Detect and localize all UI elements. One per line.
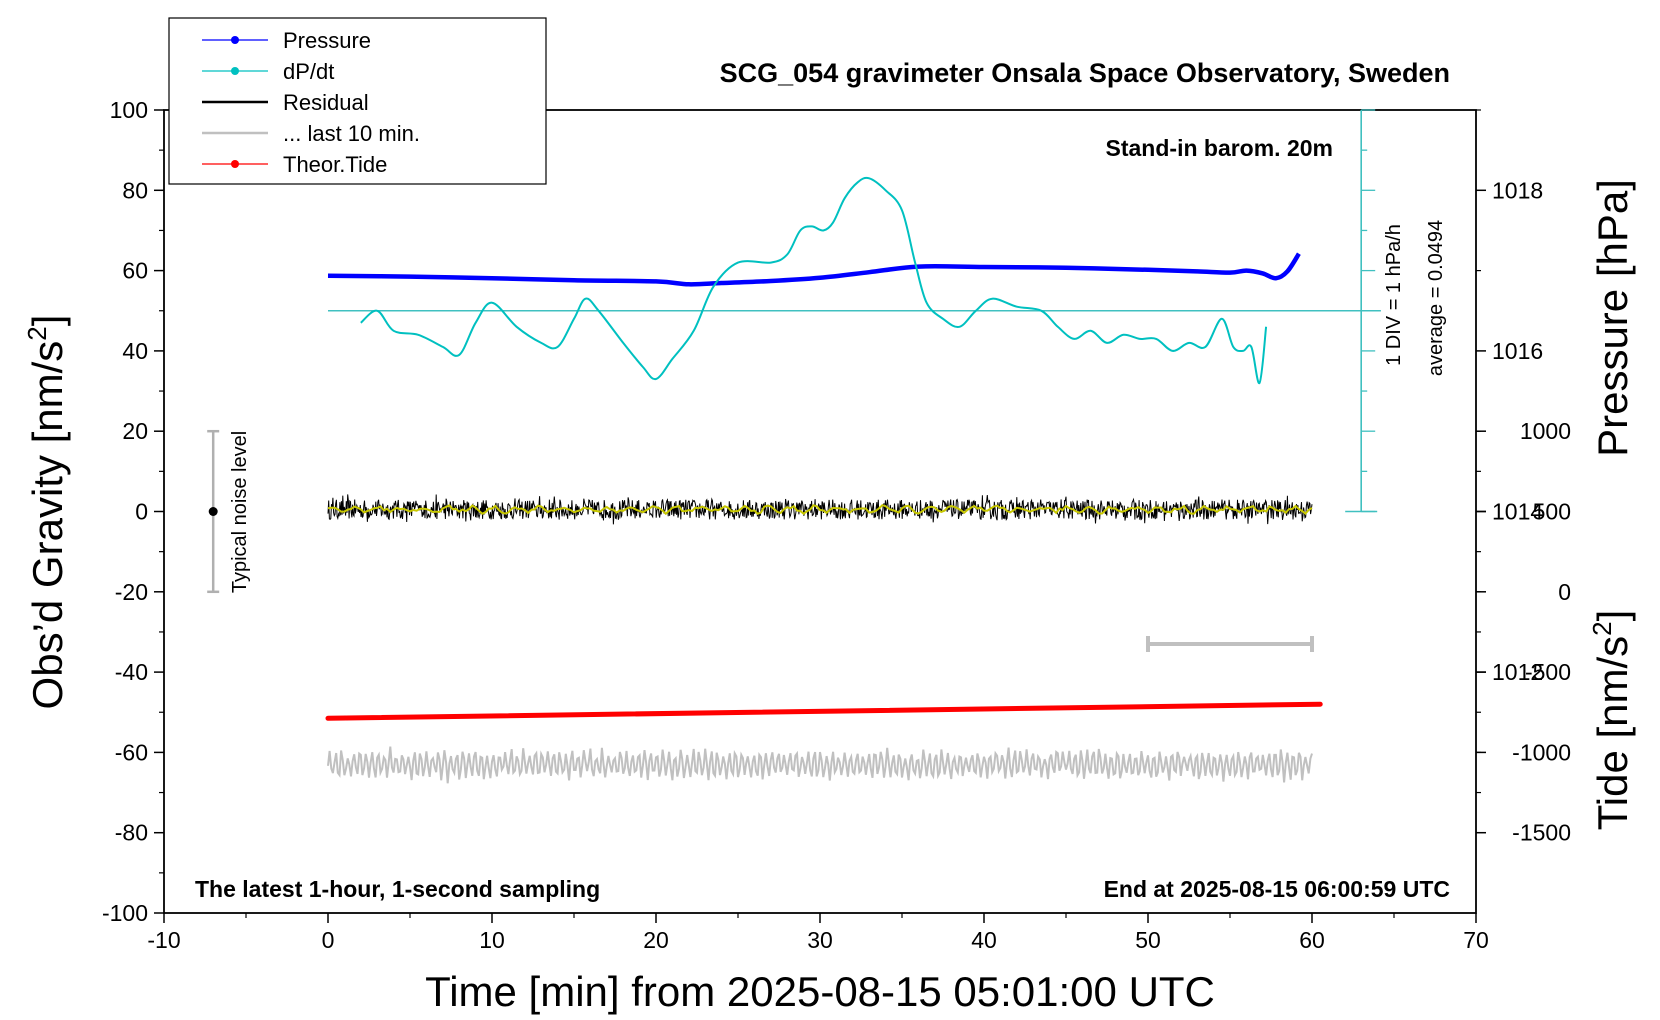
legend-label: ... last 10 min. bbox=[283, 121, 420, 146]
tide-tick-label: -1500 bbox=[1512, 820, 1571, 846]
x-tick-label: 40 bbox=[971, 927, 997, 953]
theor-tide-line bbox=[325, 701, 1323, 721]
y-tick-label: 60 bbox=[122, 258, 148, 284]
left-axis-ticks: -100 -80 -60 -40 -20 0 20 40 60 80 100 bbox=[102, 97, 164, 926]
y-tick-label: 100 bbox=[110, 97, 148, 123]
y-tick-label: -60 bbox=[115, 739, 148, 765]
latest-hour-note: The latest 1-hour, 1-second sampling bbox=[195, 876, 600, 902]
tide-axis-title: Tide [nm/s2] bbox=[1587, 610, 1636, 831]
noise-note: Typical noise level bbox=[229, 431, 251, 593]
y-tick-label: -100 bbox=[102, 900, 148, 926]
legend-label: Pressure bbox=[283, 28, 371, 53]
dpdt-line bbox=[360, 176, 1268, 385]
stand-in-note: Stand-in barom. 20m bbox=[1106, 135, 1333, 161]
end-time-note: End at 2025-08-15 06:00:59 UTC bbox=[1104, 876, 1450, 902]
chart-title: SCG_054 gravimeter Onsala Space Observat… bbox=[720, 58, 1450, 88]
last-10-min-series bbox=[327, 746, 1313, 784]
typical-noise-bar bbox=[207, 429, 220, 594]
x-axis-title: Time [min] from 2025-08-15 05:01:00 UTC bbox=[425, 968, 1215, 1015]
legend: Pressure dP/dt Residual ... last 10 min. The… bbox=[168, 17, 547, 185]
legend-label: Theor.Tide bbox=[283, 152, 387, 177]
average-note: average = 0.0494 bbox=[1425, 220, 1447, 376]
residual-smoothed-line bbox=[327, 504, 1313, 516]
tide-tick-label: 500 bbox=[1533, 499, 1571, 525]
y-tick-label: 0 bbox=[135, 499, 148, 525]
y-tick-label: 40 bbox=[122, 338, 148, 364]
residual-series bbox=[327, 494, 1313, 525]
legend-entries: Pressure dP/dt Residual ... last 10 min. The… bbox=[202, 28, 420, 177]
legend-marker bbox=[231, 160, 239, 168]
x-tick-label: 70 bbox=[1463, 927, 1489, 953]
x-axis-ticks: -10 0 10 20 30 40 50 60 70 bbox=[147, 913, 1489, 953]
legend-label: dP/dt bbox=[283, 59, 334, 84]
pressure-tick-label: 1018 bbox=[1492, 177, 1543, 203]
tide-tick-label: 0 bbox=[1558, 579, 1571, 605]
pressure-axis-ticks: 1012 1014 1016 1018 bbox=[1476, 109, 1543, 754]
tide-axis-title-base: Tide [nm/s bbox=[1589, 636, 1636, 831]
legend-marker bbox=[231, 36, 239, 44]
legend-marker bbox=[231, 67, 239, 75]
y-tick-label: -20 bbox=[115, 579, 148, 605]
pressure-line bbox=[327, 252, 1301, 287]
tide-axis-title-close: ] bbox=[1589, 610, 1636, 622]
left-axis-title-close: ] bbox=[24, 315, 71, 327]
legend-label: Residual bbox=[283, 90, 369, 115]
pressure-series bbox=[327, 252, 1301, 287]
div-axis bbox=[1345, 109, 1378, 513]
x-tick-label: 50 bbox=[1135, 927, 1161, 953]
left-axis-title-sup: 2 bbox=[22, 326, 52, 340]
pressure-tick-label: 1012 bbox=[1492, 659, 1543, 685]
pressure-tick-label: 1016 bbox=[1492, 338, 1543, 364]
x-tick-label: -10 bbox=[147, 927, 180, 953]
x-tick-label: 20 bbox=[643, 927, 669, 953]
left-axis-title-base: Obs’d Gravity [nm/s bbox=[24, 341, 71, 710]
y-tick-label: -40 bbox=[115, 659, 148, 685]
pressure-axis-title: Pressure [hPa] bbox=[1589, 179, 1636, 457]
tide-axis-title-sup: 2 bbox=[1587, 621, 1617, 635]
noise-bar-point bbox=[208, 507, 218, 516]
x-tick-label: 0 bbox=[322, 927, 335, 953]
left-axis-title: Obs’d Gravity [nm/s2] bbox=[22, 315, 71, 710]
tide-axis-ticks: -1500 -1000 -500 0 500 1000 bbox=[1476, 418, 1571, 846]
scale-bar bbox=[1146, 635, 1314, 652]
dpdt-series bbox=[360, 176, 1268, 385]
x-tick-label: 60 bbox=[1299, 927, 1325, 953]
last-10-min-line bbox=[327, 746, 1313, 784]
tide-tick-label: -500 bbox=[1525, 659, 1571, 685]
y-tick-label: -80 bbox=[115, 820, 148, 846]
y-tick-label: 20 bbox=[122, 418, 148, 444]
x-tick-label: 30 bbox=[807, 927, 833, 953]
tide-tick-label: 1000 bbox=[1520, 418, 1571, 444]
theor-tide-series bbox=[325, 701, 1323, 721]
y-tick-label: 80 bbox=[122, 177, 148, 203]
div-note: 1 DIV = 1 hPa/h bbox=[1383, 224, 1405, 366]
pressure-tick-label: 1014 bbox=[1492, 499, 1543, 525]
x-tick-label: 10 bbox=[479, 927, 505, 953]
tide-tick-label: -1000 bbox=[1512, 739, 1571, 765]
